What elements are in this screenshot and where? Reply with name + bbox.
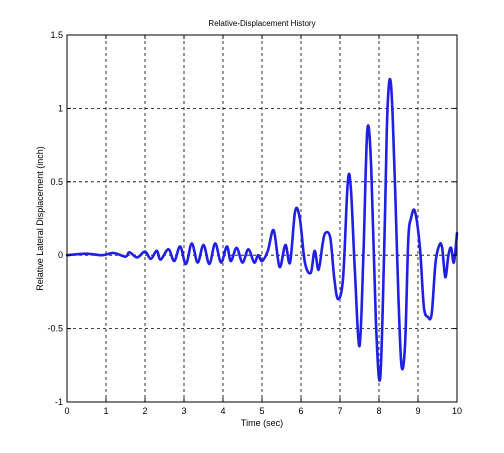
x-tick-label: 6: [298, 406, 303, 416]
x-axis-label: Time (sec): [241, 418, 283, 428]
x-tick-label: 1: [103, 406, 108, 416]
x-tick-label: 3: [181, 406, 186, 416]
chart-title: Relative-Displacement History: [208, 19, 315, 28]
x-tick-label: 8: [376, 406, 381, 416]
x-tick-label: 5: [259, 406, 264, 416]
y-tick-label: 0.5: [50, 177, 63, 187]
y-tick-label: 1.5: [50, 30, 63, 40]
y-tick-label: -1: [55, 397, 63, 407]
x-tick-label: 9: [415, 406, 420, 416]
tick-group: 0 1 2 3 4 5 6 7 8 9 10 -1 -0.5 0 0.5 1 1.5: [47, 30, 462, 416]
series-group: [65, 77, 459, 382]
x-tick-label: 0: [64, 406, 69, 416]
y-tick-label: 0: [58, 250, 63, 260]
x-tick-label: 7: [337, 406, 342, 416]
y-tick-label: 1: [58, 103, 63, 113]
series-line-0: [65, 77, 459, 382]
x-tick-label: 2: [142, 406, 147, 416]
y-axis-label: Relative Lateral Displacement (inch): [35, 146, 45, 291]
x-tick-label: 10: [452, 406, 462, 416]
x-tick-label: 4: [220, 406, 225, 416]
y-tick-label: -0.5: [47, 324, 63, 334]
